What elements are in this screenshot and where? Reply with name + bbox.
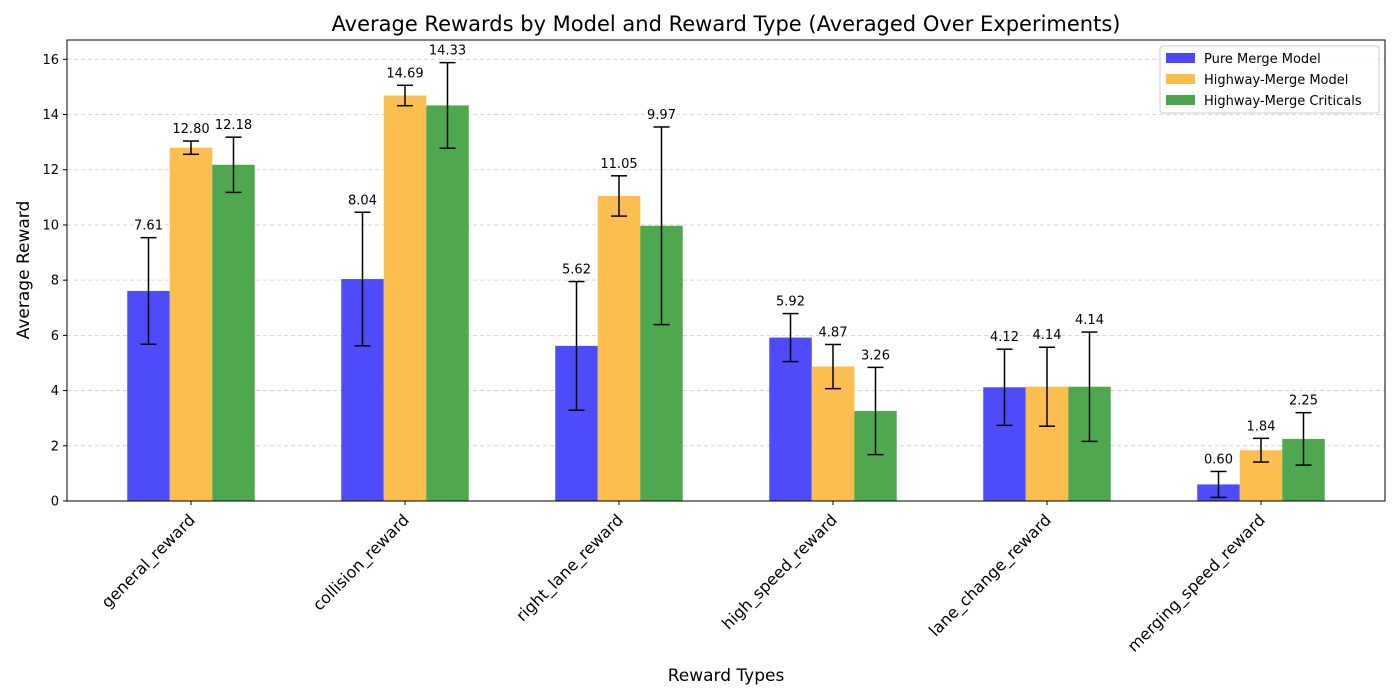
legend-label-0: Pure Merge Model <box>1204 52 1321 67</box>
legend-frame <box>1159 45 1380 114</box>
value-label-merging_speed_reward-1: 1.84 <box>1247 419 1276 434</box>
value-label-general_reward-1: 12.80 <box>172 122 209 137</box>
chart-title: Average Rewards by Model and Reward Type… <box>332 12 1121 36</box>
value-label-right_lane_reward-0: 5.62 <box>562 263 591 278</box>
y-tick-label-6: 12 <box>42 163 59 178</box>
bar-general_reward-1 <box>169 147 213 501</box>
bars-group <box>127 95 1325 502</box>
x-axis-label: Reward Types <box>668 666 785 686</box>
error-bars-group <box>140 61 1312 499</box>
value-label-right_lane_reward-2: 9.97 <box>647 108 676 123</box>
y-tick-label-7: 14 <box>42 108 59 123</box>
value-label-high_speed_reward-0: 5.92 <box>776 295 805 310</box>
y-tick-label-4: 8 <box>51 274 59 289</box>
value-label-right_lane_reward-1: 11.05 <box>600 157 637 172</box>
y-tick-label-0: 0 <box>51 495 59 510</box>
y-axis-ticks: 0 2 4 6 8 10 12 14 16 <box>42 53 67 510</box>
value-label-general_reward-2: 12.18 <box>215 118 252 133</box>
y-tick-label-3: 6 <box>51 329 59 344</box>
value-label-general_reward-0: 7.61 <box>134 219 163 234</box>
y-axis-label: Average Reward <box>14 201 34 340</box>
legend-swatch-0 <box>1166 53 1195 63</box>
legend-label-1: Highway-Merge Model <box>1204 73 1348 88</box>
bar-right_lane_reward-1 <box>597 195 641 501</box>
bar-general_reward-2 <box>212 164 255 501</box>
value-label-merging_speed_reward-0: 0.60 <box>1204 452 1233 467</box>
bar-collision_reward-1 <box>383 95 427 501</box>
legend-label-2: Highway-Merge Criticals <box>1204 94 1362 109</box>
y-tick-label-1: 2 <box>51 439 59 454</box>
value-label-lane_change_reward-0: 4.12 <box>990 330 1019 345</box>
y-tick-label-5: 10 <box>42 218 59 233</box>
legend-swatch-2 <box>1166 95 1195 105</box>
bar-collision_reward-2 <box>426 105 469 502</box>
value-label-merging_speed_reward-2: 2.25 <box>1289 394 1318 409</box>
value-labels-group: 7.61 12.80 12.18 8.04 14.69 14.33 5.62 11.05 9.9… <box>134 44 1318 468</box>
legend: Pure Merge Model Highway-Merge Model Highw… <box>1159 45 1380 114</box>
value-label-high_speed_reward-1: 4.87 <box>819 325 848 340</box>
value-label-high_speed_reward-2: 3.26 <box>861 348 890 363</box>
value-label-collision_reward-2: 14.33 <box>429 44 466 59</box>
legend-swatch-1 <box>1166 74 1195 84</box>
bar-high_speed_reward-0 <box>769 337 812 501</box>
y-tick-label-8: 16 <box>42 53 59 68</box>
y-tick-label-2: 4 <box>51 384 59 399</box>
value-label-lane_change_reward-2: 4.14 <box>1075 313 1104 328</box>
plot-frame <box>66 39 1386 502</box>
value-label-lane_change_reward-1: 4.14 <box>1033 328 1062 343</box>
value-label-collision_reward-1: 14.69 <box>386 66 423 81</box>
value-label-collision_reward-0: 8.04 <box>348 193 377 208</box>
